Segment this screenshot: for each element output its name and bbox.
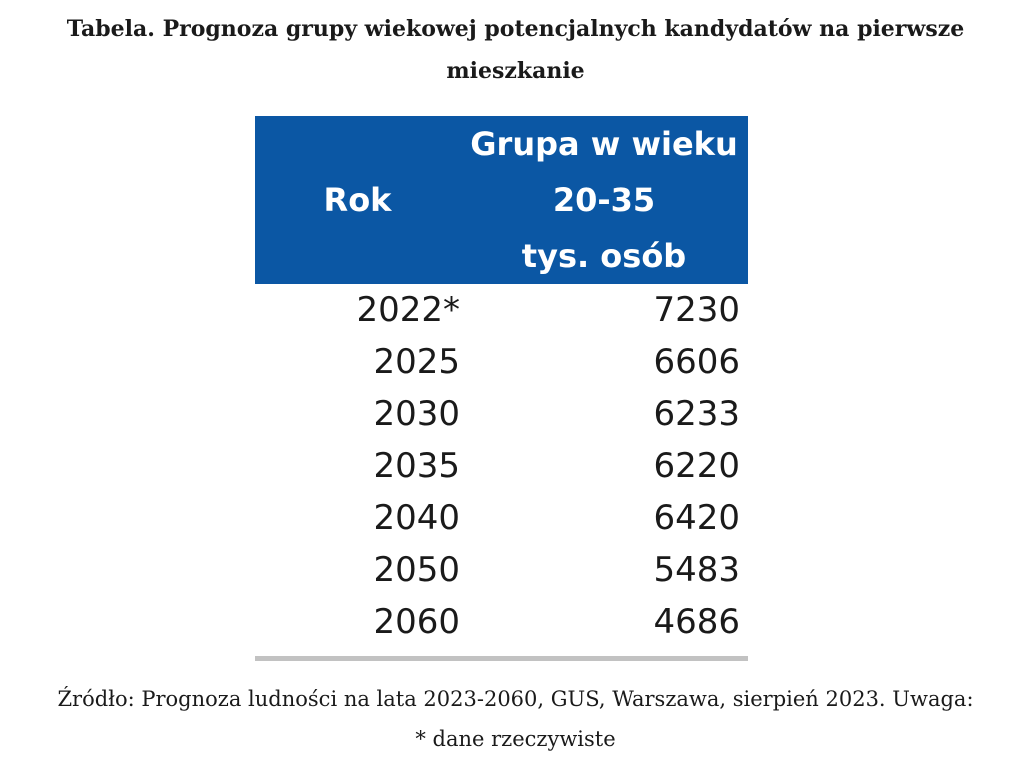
forecast-table-container: Rok Grupa w wieku 20-35 tys. osób 2022* … <box>255 116 748 661</box>
cell-value: 6220 <box>653 446 740 486</box>
cell-value: 6420 <box>653 498 740 538</box>
table-header-row: Rok Grupa w wieku 20-35 tys. osób <box>255 116 748 284</box>
table-row: 2060 4686 <box>255 596 748 648</box>
cell-year: 2035 <box>373 446 460 486</box>
cell-year: 2025 <box>373 342 460 382</box>
header-value-line-3: tys. osób <box>521 237 687 275</box>
cell-year: 2060 <box>373 602 460 642</box>
forecast-table: Rok Grupa w wieku 20-35 tys. osób 2022* … <box>255 116 748 648</box>
table-row: 2035 6220 <box>255 440 748 492</box>
table-row: 2040 6420 <box>255 492 748 544</box>
source-line-1: Źródło: Prognoza ludności na lata 2023-2… <box>57 687 974 711</box>
table-title: Tabela. Prognoza grupy wiekowej potencja… <box>66 16 965 84</box>
header-year: Rok <box>255 116 460 284</box>
header-value: Grupa w wieku 20-35 tys. osób <box>460 116 748 284</box>
cell-year: 2022* <box>356 290 460 330</box>
table-row: 2022* 7230 <box>255 284 748 336</box>
cell-year: 2050 <box>373 550 460 590</box>
table-row: 2030 6233 <box>255 388 748 440</box>
cell-value: 6233 <box>653 394 740 434</box>
cell-year: 2030 <box>373 394 460 434</box>
header-value-line-2: 20-35 <box>552 181 656 219</box>
table-bottom-rule <box>255 656 748 661</box>
table-row: 2025 6606 <box>255 336 748 388</box>
source-note: Źródło: Prognoza ludności na lata 2023-2… <box>0 679 1031 759</box>
cell-value: 5483 <box>653 550 740 590</box>
cell-year: 2040 <box>373 498 460 538</box>
header-value-line-1: Grupa w wieku <box>470 125 738 163</box>
table-row: 2050 5483 <box>255 544 748 596</box>
cell-value: 4686 <box>653 602 740 642</box>
source-line-2: * dane rzeczywiste <box>415 727 616 751</box>
cell-value: 6606 <box>653 342 740 382</box>
cell-value: 7230 <box>653 290 740 330</box>
